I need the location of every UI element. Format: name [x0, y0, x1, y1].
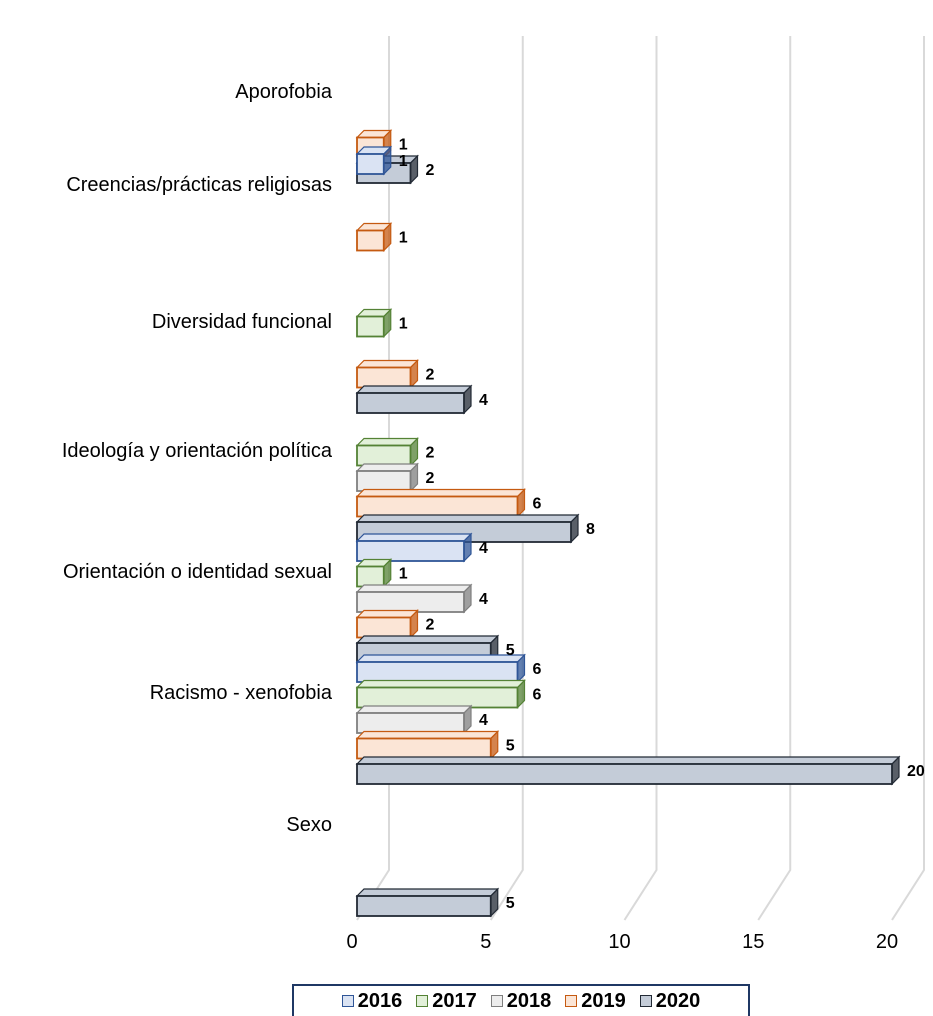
legend-label: 2019	[581, 989, 626, 1012]
category-label: Racismo - xenofobia	[150, 682, 333, 704]
legend-label: 2018	[506, 989, 552, 1012]
bar	[355, 532, 473, 563]
data-label: 2	[426, 470, 435, 487]
legend-label: 2017	[432, 989, 477, 1012]
legend-label: 2020	[655, 989, 701, 1012]
data-label: 6	[533, 661, 542, 678]
data-label: 4	[479, 591, 488, 608]
bar	[355, 609, 419, 639]
legend-item: 2020	[639, 989, 701, 1013]
data-label: 6	[533, 687, 542, 704]
bar	[355, 583, 473, 614]
category-label: Creencias/prácticas religiosas	[66, 174, 332, 196]
bar	[355, 755, 901, 786]
bar	[355, 887, 500, 918]
x-tick-label: 5	[480, 931, 491, 953]
legend-item: 2018	[490, 989, 552, 1013]
gridlines	[356, 36, 925, 921]
bar	[355, 308, 393, 338]
data-label: 1	[399, 230, 408, 247]
category-label: Aporofobia	[235, 81, 333, 103]
data-label: 4	[479, 712, 488, 729]
legend-swatch	[565, 995, 578, 1007]
x-tick-label: 10	[608, 931, 630, 953]
legend-swatch	[639, 995, 652, 1007]
bar	[355, 359, 419, 389]
bar	[355, 462, 419, 493]
data-label: 2	[426, 367, 435, 384]
data-label: 2	[426, 162, 435, 179]
bar	[355, 730, 500, 760]
bar	[355, 558, 393, 588]
legend-swatch	[416, 995, 429, 1007]
bars	[355, 129, 901, 918]
category-label: Ideología y orientación política	[62, 440, 333, 462]
legend-label: 2016	[357, 989, 403, 1012]
category-label: Sexo	[286, 814, 332, 836]
x-tick-label: 15	[742, 931, 764, 953]
category-label: Diversidad funcional	[152, 311, 332, 333]
bar	[355, 437, 419, 467]
bar	[355, 384, 473, 415]
bar	[355, 488, 526, 518]
gridline	[489, 36, 524, 921]
legend-swatch	[341, 995, 354, 1007]
gridline	[891, 36, 925, 921]
data-label: 1	[399, 153, 408, 170]
category-label: Orientación o identidad sexual	[63, 561, 332, 583]
bar	[355, 679, 526, 709]
legend-item: 2019	[565, 990, 626, 1013]
data-label: 6	[533, 496, 542, 513]
x-tick-label: 20	[876, 931, 898, 953]
data-label: 8	[586, 521, 595, 538]
data-label: 2	[426, 445, 435, 462]
data-label: 5	[506, 895, 515, 912]
gridline	[623, 36, 658, 921]
legend-item: 2017	[416, 990, 477, 1013]
data-label: 4	[479, 540, 488, 557]
data-label: 20	[907, 763, 925, 780]
data-label: 1	[399, 316, 408, 333]
data-label: 2	[426, 617, 435, 634]
x-tick-label: 0	[346, 931, 357, 953]
data-label: 1	[399, 137, 408, 154]
gridline	[757, 36, 792, 921]
legend-swatch	[490, 995, 503, 1007]
legend-item: 2016	[341, 989, 403, 1013]
data-label: 4	[479, 392, 488, 409]
bar	[355, 653, 526, 684]
data-label: 5	[506, 738, 515, 755]
bar	[355, 145, 393, 176]
data-label: 1	[399, 566, 408, 583]
data-label: 5	[506, 642, 515, 659]
legend: 2016 2017 2018 2019 2020	[292, 984, 750, 1016]
bar	[355, 222, 393, 252]
bar	[355, 704, 473, 735]
